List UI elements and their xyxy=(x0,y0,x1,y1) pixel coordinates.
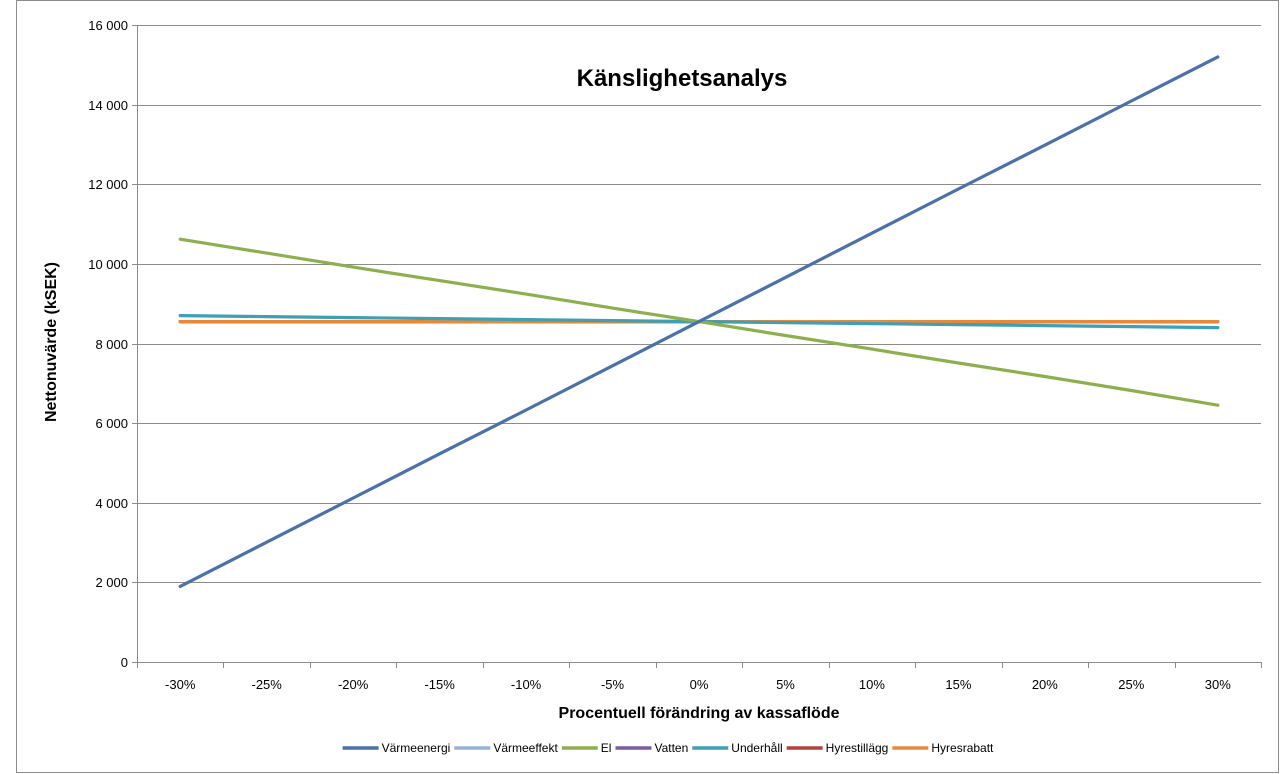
axes xyxy=(132,25,1262,668)
legend-label: Vatten xyxy=(654,741,688,755)
legend-item: El xyxy=(561,741,612,755)
y-tick-labels: 0 2 000 4 000 6 000 8 000 10 000 12 000 14 000 1… xyxy=(88,18,128,670)
y-tick-label: 2 000 xyxy=(95,575,128,590)
legend-label: Hyrestillägg xyxy=(826,741,889,755)
legend-item: Vatten xyxy=(615,741,688,755)
legend-item: Hyrestillägg xyxy=(786,741,889,755)
x-tick-label: 30% xyxy=(1205,677,1231,692)
x-tick-label: 25% xyxy=(1118,677,1144,692)
x-tick-label: -30% xyxy=(165,677,196,692)
x-tick-label: 5% xyxy=(776,677,795,692)
legend-label: Underhåll xyxy=(731,741,782,755)
x-tick-label: 20% xyxy=(1032,677,1058,692)
chart-title: Känslighetsanalys xyxy=(577,65,788,92)
x-tick-label: 15% xyxy=(945,677,971,692)
legend-item: Värmeeffekt xyxy=(454,741,558,755)
x-tick-label: -10% xyxy=(511,677,542,692)
legend-item: Värmeenergi xyxy=(342,741,451,755)
series-lines xyxy=(178,55,1220,589)
y-tick-label: 14 000 xyxy=(88,98,128,113)
y-tick-label: 10 000 xyxy=(88,257,128,272)
x-tick-label: -25% xyxy=(252,677,283,692)
y-tick-label: 8 000 xyxy=(95,337,128,352)
x-tick-label: -15% xyxy=(424,677,455,692)
y-tick-label: 12 000 xyxy=(88,177,128,192)
legend-label: Värmeeffekt xyxy=(493,741,558,755)
legend-label: El xyxy=(601,741,612,755)
legend-label: Hyresrabatt xyxy=(931,741,994,755)
x-tick-label: 0% xyxy=(690,677,709,692)
gridlines xyxy=(137,25,1261,583)
chart-frame xyxy=(16,0,1279,773)
legend-item: Hyresrabatt xyxy=(892,741,994,755)
y-tick-label: 16 000 xyxy=(88,18,128,33)
y-tick-label: 0 xyxy=(121,655,128,670)
series-line-värmeenergi xyxy=(178,55,1220,589)
x-tick-label: -5% xyxy=(601,677,625,692)
y-axis-title: Nettonuvärde (kSEK) xyxy=(43,262,60,422)
x-tick-labels: -30% -25% -20% -15% -10% -5% 0% 5% 10% 15% 20% 25% 3… xyxy=(165,677,1231,692)
y-tick-label: 6 000 xyxy=(95,416,128,431)
x-axis-title: Procentuell förändring av kassaflöde xyxy=(559,705,840,722)
legend-item: Underhåll xyxy=(692,741,783,755)
y-tick-label: 4 000 xyxy=(95,496,128,511)
x-tick-label: 10% xyxy=(859,677,885,692)
x-tick-label: -20% xyxy=(338,677,369,692)
legend: Värmeenergi Värmeeffekt El Vatten Underhåll H… xyxy=(342,741,994,755)
legend-label: Värmeenergi xyxy=(382,741,451,755)
